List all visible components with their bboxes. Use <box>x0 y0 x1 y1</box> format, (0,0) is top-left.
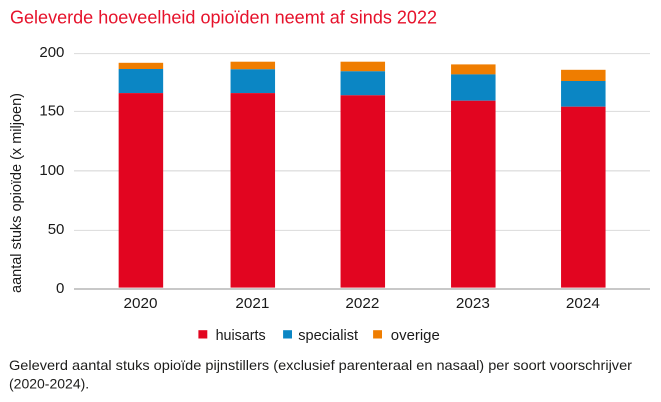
svg-text:aantal stuks opioïde (x miljoe: aantal stuks opioïde (x miljoen) <box>9 93 25 293</box>
svg-text:Geleverd aantal stuks opioïde: Geleverd aantal stuks opioïde pijnstille… <box>9 357 632 373</box>
svg-text:2023: 2023 <box>456 295 490 312</box>
svg-text:2020: 2020 <box>124 295 158 312</box>
svg-text:overige: overige <box>391 327 440 344</box>
svg-text:specialist: specialist <box>298 327 359 344</box>
svg-text:huisarts: huisarts <box>216 327 266 344</box>
svg-text:2022: 2022 <box>345 295 379 312</box>
svg-text:0: 0 <box>56 280 64 297</box>
svg-text:Geleverde hoeveelheid opioïden: Geleverde hoeveelheid opioïden neemt af … <box>10 6 437 27</box>
svg-text:150: 150 <box>39 103 64 120</box>
svg-text:50: 50 <box>48 221 65 238</box>
svg-text:2021: 2021 <box>235 295 269 312</box>
svg-text:200: 200 <box>39 44 64 61</box>
svg-text:2024: 2024 <box>566 295 600 312</box>
svg-text:100: 100 <box>39 162 64 179</box>
svg-text:(2020-2024).: (2020-2024). <box>9 375 89 391</box>
